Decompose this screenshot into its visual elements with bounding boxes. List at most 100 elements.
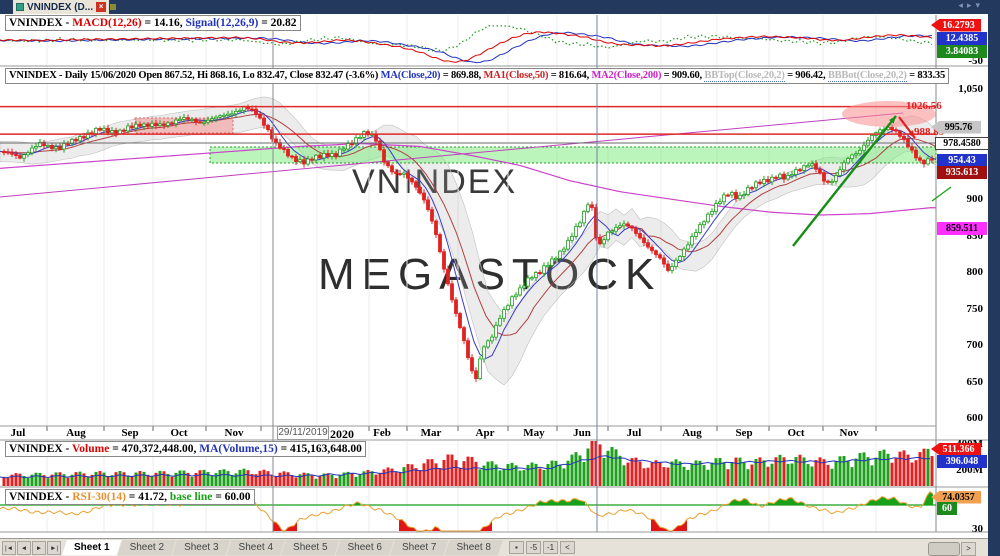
value-badge: 995.76: [931, 120, 981, 134]
value-badge: 60: [937, 501, 957, 515]
header-segment: BBTop(Close,20,2): [704, 70, 785, 82]
sheet-tool-button[interactable]: -5: [525, 541, 541, 554]
header-segment: = 41.72,: [125, 491, 170, 503]
sheet-tool-button[interactable]: -1: [542, 541, 558, 554]
value-badge: 954.43: [937, 153, 987, 167]
axis-tick-label: 1,050: [958, 83, 983, 95]
month-label: Oct: [170, 427, 188, 439]
sheet-tab[interactable]: Sheet 7: [390, 540, 448, 556]
month-label: Aug: [682, 427, 702, 439]
header-segment: = 14.16,: [141, 17, 186, 29]
value-badge: 74.0357: [931, 490, 981, 504]
header-segment: BBBot(Close,20,2): [827, 70, 907, 82]
sheet-tab[interactable]: Sheet 4: [227, 540, 285, 556]
scrollbar-thumb[interactable]: [928, 541, 960, 556]
price-pane-header: VNINDEX - Daily 15/06/2020 Open 867.52, …: [5, 68, 949, 84]
macd-pane-header: VNINDEX - MACD(12,26) = 14.16, Signal(12…: [5, 15, 301, 31]
header-segment: RSI-30(14): [72, 491, 126, 503]
value-badge: 12.4385: [937, 31, 987, 45]
value-badge: 396.048: [937, 454, 987, 468]
volume-pane-header: VNINDEX - Volume = 470,372,448.00, MA(Vo…: [5, 441, 366, 457]
window-control-icon[interactable]: ▸: [966, 1, 976, 11]
new-tab-stub[interactable]: [110, 4, 116, 10]
month-label: 2020: [330, 427, 354, 441]
header-segment: MA2(Close,200): [591, 70, 662, 81]
header-segment: MA(Volume,15): [199, 443, 278, 455]
window-right-border: [988, 0, 1000, 556]
header-segment: = 470,372,448.00,: [109, 443, 200, 455]
header-segment: Signal(12,26,9): [185, 17, 259, 29]
axis-tick-label: -50: [968, 55, 983, 67]
scroll-right-button[interactable]: >: [961, 541, 976, 556]
month-label: Jun: [573, 427, 591, 439]
chart-icon: [16, 3, 24, 11]
sheet-tab[interactable]: Sheet 5: [281, 540, 339, 556]
value-badge: 935.613: [937, 165, 987, 179]
title-bar: VNINDEX (D... × ◂▸▾: [0, 0, 1000, 14]
sheet-nav-button[interactable]: ►: [32, 540, 46, 555]
month-label: Sep: [121, 427, 139, 439]
month-label: Oct: [787, 427, 805, 439]
watermark-symbol: VNINDEX: [352, 163, 517, 202]
month-label: Nov: [839, 427, 859, 439]
header-segment: = 415,163,648.00: [277, 443, 362, 455]
window-control-icon[interactable]: ▾: [975, 1, 984, 11]
header-segment: VNINDEX -: [9, 491, 73, 503]
sheet-tab[interactable]: Sheet 8: [444, 540, 502, 556]
sheet-tab[interactable]: Sheet 6: [336, 540, 394, 556]
month-label: Nov: [224, 427, 244, 439]
sheet-nav-button[interactable]: ◄: [17, 540, 31, 555]
sheet-tab[interactable]: Sheet 2: [118, 540, 176, 556]
value-badge: 511.366: [931, 442, 981, 456]
document-tab[interactable]: VNINDEX (D... ×: [13, 0, 110, 14]
axis-tick-label: 600: [966, 412, 984, 424]
month-label: Aug: [66, 427, 86, 439]
sheet-tab[interactable]: Sheet 1: [62, 540, 122, 556]
sheet-bar: |◄ ◄ ► ►| Sheet 1 Sheet 2 Sheet 3 Sheet 4 Sheet…: [0, 538, 988, 556]
price-level-label: 1026.56: [906, 100, 942, 112]
header-segment: MACD(12,26): [72, 17, 142, 29]
sheet-tool-button[interactable]: ▪: [508, 541, 524, 554]
header-segment: = 869.88,: [440, 70, 484, 81]
axis-tick-label: 800: [966, 266, 984, 278]
value-badge: 859.511: [937, 221, 987, 235]
horizontal-scrollbar[interactable]: >: [581, 541, 988, 556]
sheet-nav-button[interactable]: |◄: [2, 540, 16, 555]
sheet-tab[interactable]: Sheet 3: [172, 540, 230, 556]
value-badge: 16.2793: [931, 18, 981, 32]
sheet-tool-button[interactable]: <: [559, 541, 575, 554]
month-label: May: [523, 427, 545, 439]
header-segment: = 906.42,: [784, 70, 828, 81]
header-segment: MA(Close,20): [380, 70, 441, 81]
axis-tick-label: 900: [966, 193, 984, 205]
window-controls[interactable]: ◂▸▾: [958, 1, 984, 11]
header-segment: = 60.00: [212, 491, 251, 503]
header-segment: VNINDEX -: [9, 443, 73, 455]
axis-tick-label: 750: [966, 303, 984, 315]
axis-tick-label: 700: [966, 339, 984, 351]
rsi-pane-header: VNINDEX - RSI-30(14) = 41.72, base line …: [5, 489, 255, 505]
window-control-icon[interactable]: ◂: [958, 1, 967, 11]
header-segment: = 909.60,: [661, 70, 705, 81]
value-badge: 3.84083: [937, 44, 987, 58]
month-label: Jul: [626, 427, 642, 439]
header-segment: VNINDEX -: [9, 17, 73, 29]
header-segment: = 816.64,: [548, 70, 592, 81]
header-segment: = 833.35: [906, 70, 945, 81]
sheet-nav-button[interactable]: ►|: [47, 540, 61, 555]
sheet-nav-buttons: |◄ ◄ ► ►|: [2, 540, 62, 555]
month-label: Mar: [420, 427, 442, 439]
watermark-brand: MEGASTOCK: [318, 250, 662, 299]
tab-title: VNINDEX (D...: [27, 1, 94, 13]
month-label: Sep: [735, 427, 753, 439]
sheet-tabs: Sheet 1 Sheet 2 Sheet 3 Sheet 4 Sheet 5 Sheet…: [66, 540, 503, 556]
axis-tick-label: 650: [966, 376, 984, 388]
header-segment: MA1(Close,50): [483, 70, 549, 81]
close-icon[interactable]: ×: [96, 2, 107, 12]
month-label: Jul: [10, 427, 26, 439]
cursor-date-box: 29/11/2019: [277, 426, 329, 440]
value-badge: 978.4580: [935, 136, 989, 150]
header-segment: = 20.82: [258, 17, 297, 29]
